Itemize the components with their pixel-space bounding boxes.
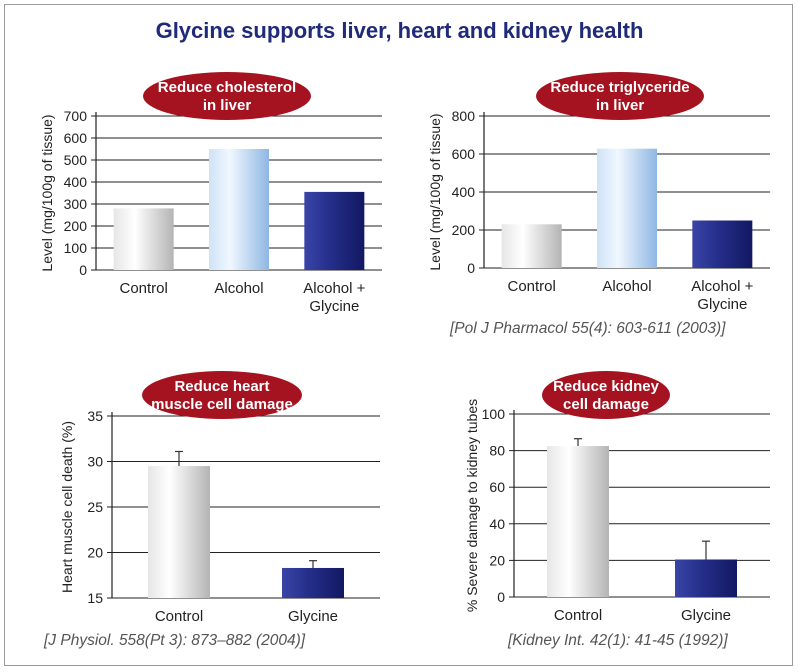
chart-3: 15 20 25 30 35 Heart muscle cell death (%) Con… [59, 371, 380, 625]
y-axis-label: Level (mg/100g of tissue) [427, 113, 443, 270]
chart-4: 0 20 40 60 80 100% Severe damage to kidney tu… [464, 371, 770, 624]
badge-text: Reduce kidney [553, 378, 660, 395]
x-tick-label: Control [554, 607, 602, 624]
y-tick-label: 600 [452, 146, 476, 162]
x-tick-label: Glycine [681, 607, 731, 624]
y-tick-label: 80 [489, 443, 505, 459]
bar [501, 224, 562, 268]
x-tick-label: Alcohol [214, 280, 263, 297]
y-tick-label: 60 [489, 479, 505, 495]
x-tick-label: Control [155, 608, 203, 625]
citation-heart: [J Physiol. 558(Pt 3): 873–882 (2004)] [44, 632, 306, 649]
y-tick-label: 15 [87, 590, 103, 606]
badge [143, 72, 311, 120]
y-tick-label: 20 [87, 545, 103, 561]
y-tick-label: 500 [64, 152, 88, 168]
bar [597, 148, 657, 268]
x-tick-label: Glycine [697, 296, 747, 313]
x-tick-label: Glycine [288, 608, 338, 625]
y-tick-label: 100 [482, 406, 506, 422]
citation-liver: [Pol J Pharmacol 55(4): 603-611 (2003)] [450, 320, 726, 337]
bar [282, 567, 344, 598]
y-tick-label: 600 [64, 130, 88, 146]
x-tick-label: Alcohol [602, 278, 651, 295]
y-tick-label: 20 [489, 552, 505, 568]
y-tick-label: 25 [87, 499, 103, 515]
x-tick-label: Alcohol + [303, 280, 365, 297]
bar [148, 466, 210, 598]
y-tick-label: 0 [467, 260, 475, 276]
badge-text: in liver [203, 97, 252, 114]
y-tick-label: 400 [64, 174, 88, 190]
y-tick-label: 0 [79, 262, 87, 278]
y-axis-label: Level (mg/100g of tissue) [39, 114, 55, 271]
y-tick-label: 400 [452, 184, 476, 200]
y-tick-label: 200 [452, 222, 476, 238]
y-tick-label: 100 [64, 240, 88, 256]
bar [675, 559, 737, 597]
badge-text: Reduce cholesterol [158, 79, 296, 96]
y-axis-label: % Severe damage to kidney tubes [464, 399, 480, 612]
y-tick-label: 700 [64, 108, 88, 124]
badge-text: in liver [596, 97, 645, 114]
bar [209, 149, 269, 270]
badge-text: cell damage [563, 396, 649, 413]
badge [536, 72, 704, 120]
x-tick-label: Control [119, 280, 167, 297]
badge-text: muscle cell damage [151, 396, 293, 413]
y-axis-label: Heart muscle cell death (%) [59, 421, 75, 593]
x-tick-label: Alcohol + [691, 278, 753, 295]
badge-text: Reduce heart [174, 378, 269, 395]
y-tick-label: 300 [64, 196, 88, 212]
chart-1: 0 100 200 300 400 500 600 700 Level (mg/100g of … [39, 72, 382, 315]
y-tick-label: 0 [497, 589, 505, 605]
page-title: Glycine supports liver, heart and kidney… [155, 18, 644, 43]
bar [547, 446, 609, 597]
x-tick-label: Glycine [309, 298, 359, 315]
chart-2: 0 200 400 600 800 Level (mg/100g of tissue) Co… [427, 72, 770, 313]
citation-kidney: [Kidney Int. 42(1): 41-45 (1992)] [508, 632, 728, 649]
badge [542, 371, 670, 419]
bar [113, 208, 174, 270]
y-tick-label: 35 [87, 408, 103, 424]
y-tick-label: 40 [489, 516, 505, 532]
y-tick-label: 200 [64, 218, 88, 234]
x-tick-label: Control [507, 278, 555, 295]
badge-text: Reduce triglyceride [550, 79, 689, 96]
y-tick-label: 800 [452, 108, 476, 124]
bar [692, 220, 753, 268]
badge [142, 371, 302, 419]
bar [304, 191, 365, 270]
y-tick-label: 30 [87, 454, 103, 470]
